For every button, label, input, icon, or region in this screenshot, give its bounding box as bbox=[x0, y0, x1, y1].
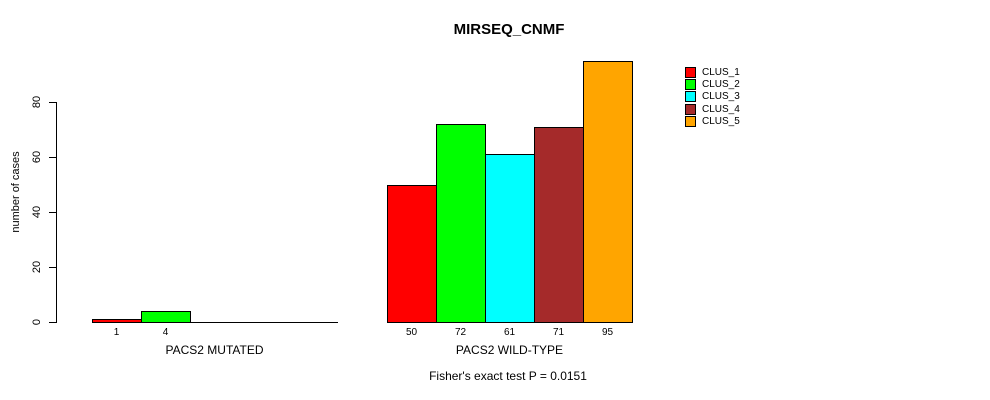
y-axis-tick bbox=[49, 267, 57, 268]
legend-swatch-icon bbox=[685, 115, 696, 127]
bar-value-label: 1 bbox=[113, 327, 120, 338]
bar-clus_2 bbox=[141, 311, 191, 323]
bar-value-label: 95 bbox=[601, 327, 614, 338]
legend-item: CLUS_4 bbox=[685, 103, 740, 115]
y-tick-label: 80 bbox=[31, 95, 43, 109]
legend-swatch-icon bbox=[685, 91, 696, 103]
group-label: PACS2 MUTATED bbox=[165, 343, 264, 357]
legend-label: CLUS_4 bbox=[702, 103, 740, 115]
bar-value-label: 72 bbox=[454, 327, 467, 338]
bar-value-label: 61 bbox=[503, 327, 516, 338]
y-tick-label: 40 bbox=[31, 205, 43, 219]
y-axis-tick bbox=[49, 102, 57, 103]
bar-clus_1 bbox=[387, 184, 437, 323]
y-axis-tick bbox=[49, 212, 57, 213]
legend-item: CLUS_1 bbox=[685, 66, 740, 78]
y-axis-tick bbox=[49, 157, 57, 158]
y-tick-label: 20 bbox=[31, 260, 43, 274]
legend-label: CLUS_2 bbox=[702, 78, 740, 90]
bar-clus_3 bbox=[485, 154, 535, 323]
bar-clus_2 bbox=[436, 124, 486, 323]
legend-swatch-icon bbox=[685, 103, 696, 115]
legend-label: CLUS_1 bbox=[702, 66, 740, 78]
y-axis-tick bbox=[49, 322, 57, 323]
bar-value-label: 50 bbox=[405, 327, 418, 338]
bar-clus_1 bbox=[92, 319, 142, 323]
legend: CLUS_1 CLUS_2 CLUS_3 CLUS_4 CLUS_5 bbox=[685, 66, 740, 127]
legend-swatch-icon bbox=[685, 66, 696, 78]
bar-clus_5 bbox=[583, 60, 633, 323]
legend-item: CLUS_5 bbox=[685, 115, 740, 127]
legend-item: CLUS_2 bbox=[685, 78, 740, 90]
legend-label: CLUS_5 bbox=[702, 115, 740, 127]
bar-clus_4 bbox=[534, 126, 584, 323]
legend-item: CLUS_3 bbox=[685, 91, 740, 103]
y-axis-label: number of cases bbox=[10, 151, 22, 233]
y-tick-label: 0 bbox=[31, 318, 43, 326]
legend-label: CLUS_3 bbox=[702, 91, 740, 103]
fisher-test-annotation: Fisher's exact test P = 0.0151 bbox=[429, 369, 587, 383]
group-baseline bbox=[92, 322, 338, 323]
legend-swatch-icon bbox=[685, 78, 696, 90]
bar-value-label: 71 bbox=[552, 327, 565, 338]
bar-value-label: 4 bbox=[162, 327, 169, 338]
y-tick-label: 60 bbox=[31, 150, 43, 164]
chart-title: MIRSEQ_CNMF bbox=[453, 21, 565, 38]
group-label: PACS2 WILD-TYPE bbox=[455, 343, 564, 357]
